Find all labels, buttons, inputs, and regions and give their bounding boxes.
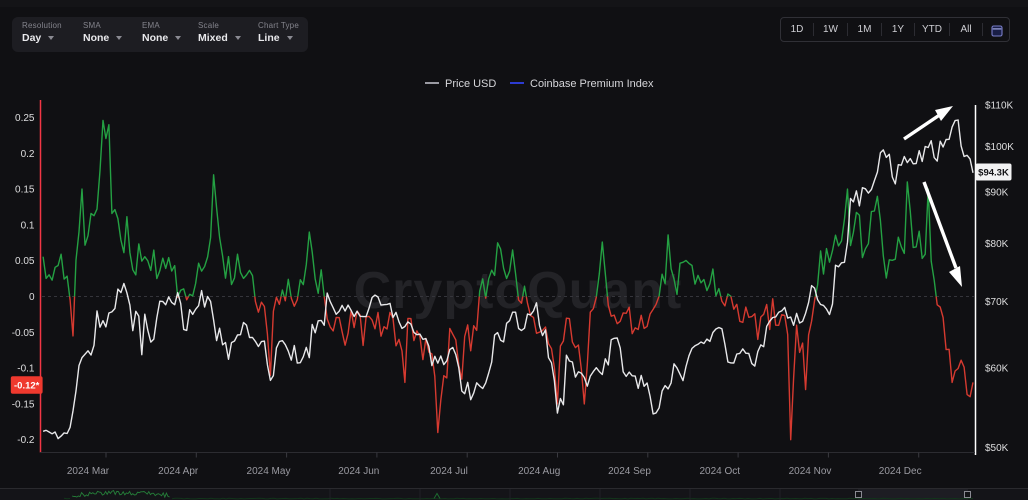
svg-text:-0.2: -0.2	[17, 435, 35, 446]
svg-text:0.05: 0.05	[15, 256, 35, 267]
svg-text:$60K: $60K	[985, 364, 1009, 375]
svg-text:2024 May: 2024 May	[247, 466, 291, 477]
svg-text:$110K: $110K	[985, 101, 1014, 112]
svg-text:2024 Apr: 2024 Apr	[158, 466, 199, 477]
svg-text:0.15: 0.15	[15, 185, 35, 196]
svg-text:-0.05: -0.05	[12, 328, 35, 339]
svg-text:2024 Sep: 2024 Sep	[608, 466, 651, 477]
svg-text:0.1: 0.1	[21, 220, 35, 231]
svg-text:2024 Jul: 2024 Jul	[430, 466, 468, 477]
svg-text:-0.1: -0.1	[17, 364, 35, 375]
svg-text:2024 Aug: 2024 Aug	[518, 466, 560, 477]
svg-text:2024 Nov: 2024 Nov	[789, 466, 832, 477]
svg-text:$90K: $90K	[985, 188, 1009, 199]
svg-text:$94.3K: $94.3K	[978, 168, 1009, 179]
svg-text:2024 Jun: 2024 Jun	[338, 466, 379, 477]
svg-text:2024 Dec: 2024 Dec	[879, 466, 922, 477]
svg-text:$100K: $100K	[985, 142, 1014, 153]
svg-text:$50K: $50K	[985, 443, 1009, 454]
svg-text:-0.12*: -0.12*	[14, 380, 40, 391]
svg-text:$70K: $70K	[985, 297, 1009, 308]
svg-text:$80K: $80K	[985, 239, 1009, 250]
svg-text:2024 Mar: 2024 Mar	[67, 466, 110, 477]
svg-text:0: 0	[29, 292, 35, 303]
svg-text:0.2: 0.2	[21, 149, 35, 160]
svg-text:-0.15: -0.15	[12, 399, 35, 410]
svg-text:2024 Oct: 2024 Oct	[700, 466, 741, 477]
svg-text:0.25: 0.25	[15, 113, 35, 124]
